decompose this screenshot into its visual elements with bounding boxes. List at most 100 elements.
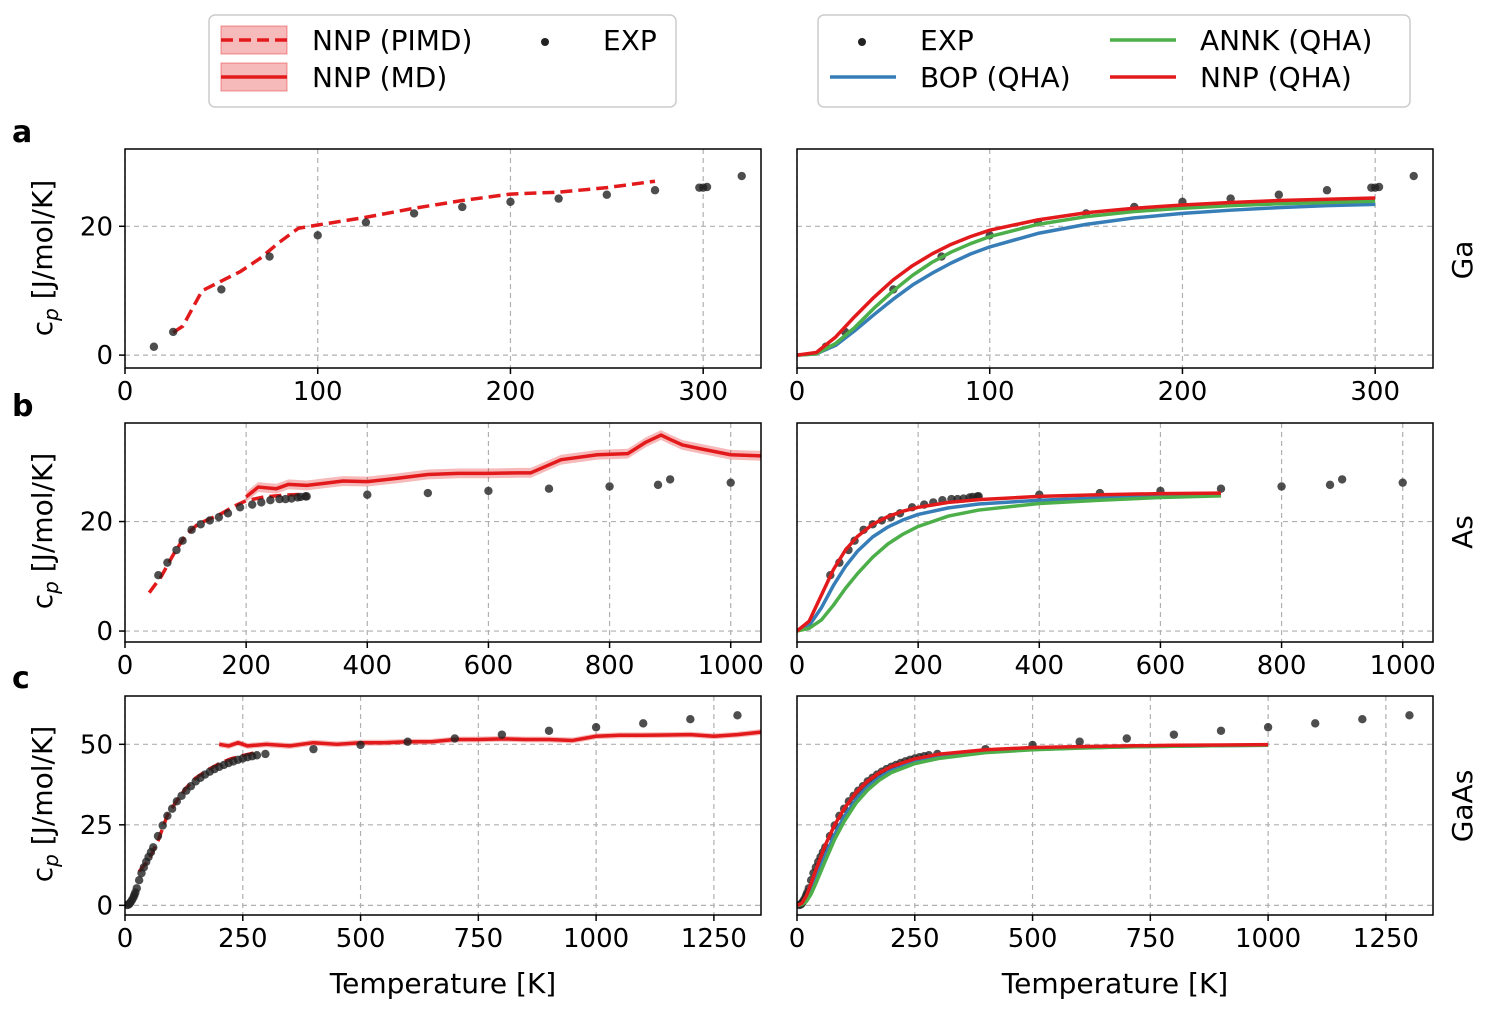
exp-point — [356, 740, 365, 750]
x-tick-label: 500 — [1008, 924, 1058, 954]
x-tick-label: 750 — [1126, 924, 1176, 954]
y-tick-label: 0 — [96, 891, 113, 921]
exp-point — [158, 821, 167, 830]
exp-point — [605, 482, 614, 491]
exp-point — [163, 811, 172, 821]
material-label-as: As — [1446, 515, 1479, 549]
exp-point — [266, 495, 275, 505]
legend-left-frame — [208, 14, 677, 108]
bop-qha-line — [797, 493, 1222, 633]
exp-point — [172, 545, 181, 555]
x-tick-label: 100 — [965, 377, 1015, 407]
exp-point — [506, 197, 515, 207]
x-tick-label: 500 — [336, 924, 386, 954]
exp-point — [235, 503, 245, 512]
exp-point — [458, 202, 467, 212]
x-tick-label: 400 — [1014, 651, 1064, 681]
legend-exp-marker — [541, 38, 549, 46]
exp-point — [1169, 730, 1179, 739]
y-tick-label: 0 — [96, 341, 113, 371]
x-tick-label: 1000 — [698, 651, 764, 681]
y-tick-label: 0 — [96, 617, 113, 647]
nnp-qha-line — [797, 491, 1222, 633]
exp-point — [302, 492, 311, 501]
axes-frame — [124, 695, 762, 916]
exp-point — [450, 734, 459, 743]
nnp-md-line — [245, 433, 761, 499]
exp-point — [544, 484, 554, 493]
exp-point — [1409, 171, 1418, 181]
x-tick-label: 250 — [218, 924, 268, 954]
exp-point — [275, 494, 284, 504]
md-error-band — [246, 430, 761, 502]
nnp-qha-line — [797, 742, 1269, 907]
y-tick-label: 25 — [80, 811, 113, 841]
x-tick-label: 0 — [117, 651, 134, 681]
legend-pimd-label: NNP (PIMD) — [312, 24, 472, 57]
plot-area — [147, 430, 761, 594]
legend-md-label: NNP (MD) — [312, 61, 447, 94]
exp-point — [591, 723, 601, 732]
nnp-pimd-line — [147, 492, 307, 594]
plot-area — [797, 475, 1407, 633]
exp-point — [653, 480, 663, 490]
legend-bop-label: BOP (QHA) — [920, 61, 1071, 94]
exp-point — [149, 843, 158, 852]
exp-point — [1216, 726, 1226, 735]
ylabel-ga: cp [J/mol/K] — [26, 180, 63, 337]
exp-point — [149, 342, 159, 351]
exp-point — [554, 194, 563, 203]
exp-point — [248, 500, 257, 509]
exp-point — [361, 218, 371, 227]
exp-point — [217, 285, 226, 294]
material-label-gaas: GaAs — [1446, 770, 1479, 843]
exp-point — [1216, 484, 1226, 493]
exp-point — [281, 494, 290, 504]
exp-point — [196, 520, 205, 529]
y-tick-label: 20 — [80, 508, 113, 538]
exp-point — [403, 737, 412, 746]
x-tick-label: 1250 — [1353, 924, 1419, 954]
legend-right-frame — [817, 14, 1411, 108]
exp-point — [1075, 737, 1084, 746]
exp-point — [639, 719, 648, 728]
exp-point — [153, 831, 163, 841]
exp-point — [423, 488, 433, 498]
x-tick-label: 1250 — [681, 924, 747, 954]
legend-left: NNP (PIMD) NNP (MD) EXP — [208, 14, 677, 108]
exp-point — [737, 171, 746, 181]
ylabel-gaas: cp [J/mol/K] — [26, 726, 63, 883]
plot-area — [797, 711, 1414, 910]
xlabel-left: Temperature [K] — [329, 967, 556, 1000]
plot-area — [149, 171, 746, 351]
exp-point — [650, 186, 660, 195]
exp-point — [134, 876, 144, 885]
x-tick-label: 0 — [117, 924, 134, 954]
exp-point — [497, 730, 507, 739]
material-label-ga: Ga — [1446, 241, 1479, 280]
exp-point — [1263, 723, 1273, 732]
annk-qha-line — [797, 494, 1222, 633]
legend-right-exp-label: EXP — [920, 24, 974, 57]
exp-point — [257, 498, 266, 507]
exp-point — [205, 516, 214, 525]
exp-point — [163, 558, 172, 567]
exp-point — [665, 475, 675, 484]
axes-frame — [124, 148, 762, 369]
legend-exp-label: EXP — [603, 24, 657, 57]
x-tick-label: 800 — [1257, 651, 1307, 681]
exp-point — [167, 804, 177, 813]
panel-letter-a: a — [12, 115, 32, 150]
legend-right-exp-marker — [858, 38, 866, 46]
x-tick-label: 250 — [890, 924, 940, 954]
panel-gaas-qha: 0 250 500 750 1000 1250 — [789, 695, 1434, 954]
exp-point — [544, 726, 554, 735]
exp-point — [154, 571, 163, 580]
exp-point — [261, 749, 270, 759]
panel-as-md: 0 200 400 600 800 1000 0 20 — [80, 422, 764, 681]
exp-point — [1405, 711, 1414, 720]
nnp-qha-line — [797, 196, 1376, 357]
exp-point — [1374, 182, 1384, 192]
exp-point — [252, 751, 262, 760]
